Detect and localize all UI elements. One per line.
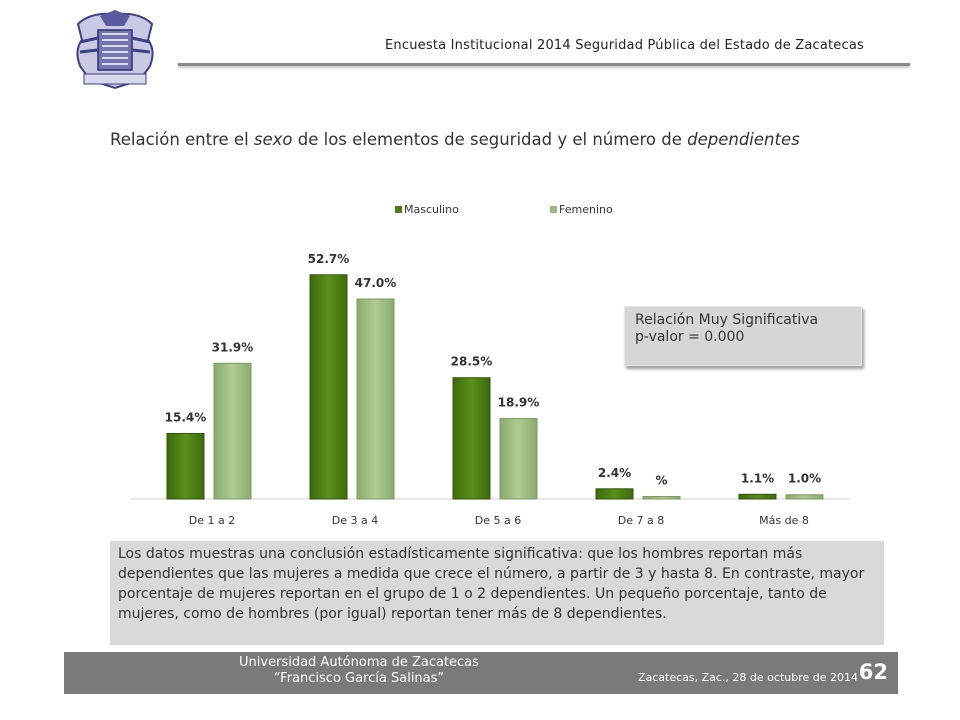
bar-masculino-4: [738, 493, 777, 500]
bar-masculino-1: [309, 274, 348, 500]
data-label-masculino-0: 15.4%: [165, 410, 207, 424]
x-tick-label-1: De 3 a 4: [332, 514, 378, 527]
header-divider: [178, 63, 910, 66]
bar-masculino-2: [452, 377, 491, 500]
title-emphasis-sexo: sexo: [253, 130, 293, 149]
footer-university: Universidad Autónoma de Zacatecas “Franc…: [64, 655, 654, 687]
significance-label: Relación Muy Significativa: [635, 312, 819, 328]
bar-femenino-1: [356, 298, 395, 500]
title-part-1: Relación entre el: [110, 130, 254, 149]
bar-femenino-0: [213, 362, 252, 500]
x-tick-label-0: De 1 a 2: [189, 514, 235, 527]
p-value-label: p-valor = 0.000: [635, 329, 745, 345]
bar-chart: Masculino Femenino 15.4% 31.9% De 1 a 2 52.7%…: [130, 195, 850, 535]
university-subtitle: “Francisco García Salinas”: [273, 671, 445, 686]
bar-femenino-2: [499, 418, 538, 500]
data-label-femenino-1: 47.0%: [355, 276, 397, 290]
university-seal-logo: [70, 10, 160, 92]
data-label-femenino-2: 18.9%: [498, 396, 540, 410]
data-label-femenino-0: 31.9%: [212, 340, 254, 354]
data-label-masculino-1: 52.7%: [308, 252, 350, 266]
data-label-masculino-3: 2.4%: [598, 466, 631, 480]
title-emphasis-dependientes: dependientes: [687, 130, 800, 149]
title-part-3: de los elementos de seguridad y el númer…: [292, 130, 688, 149]
survey-title: Encuesta Institucional 2014 Seguridad Pú…: [385, 38, 864, 53]
conclusion-text: Los datos muestras una conclusión estadí…: [110, 541, 884, 645]
data-label-masculino-4: 1.1%: [741, 471, 774, 485]
x-tick-label-3: De 7 a 8: [618, 514, 664, 527]
legend-swatch-masculino: [395, 206, 402, 213]
data-label-masculino-2: 28.5%: [451, 355, 493, 369]
page-number: 62: [858, 660, 888, 684]
legend-swatch-femenino: [550, 206, 557, 213]
significance-note: Relación Muy Significativa p-valor = 0.0…: [624, 306, 862, 366]
footer-date: Zacatecas, Zac., 28 de octubre de 2014: [637, 671, 858, 684]
chart-title: Relación entre el sexo de los elementos …: [110, 130, 800, 149]
x-tick-label-2: De 5 a 6: [475, 514, 521, 527]
bar-femenino-3: [642, 496, 681, 500]
legend-label-masculino: Masculino: [404, 203, 459, 216]
bar-femenino-4: [785, 494, 824, 500]
university-name: Universidad Autónoma de Zacatecas: [239, 655, 479, 670]
bar-masculino-0: [166, 432, 205, 500]
x-tick-label-4: Más de 8: [759, 514, 809, 527]
bar-masculino-3: [595, 488, 634, 500]
legend-label-femenino: Femenino: [559, 203, 613, 216]
bar-chart-svg: Masculino Femenino 15.4% 31.9% De 1 a 2 52.7%…: [130, 203, 850, 527]
data-label-femenino-3: %: [655, 474, 667, 488]
footer-bar: Universidad Autónoma de Zacatecas “Franc…: [64, 652, 898, 694]
data-label-femenino-4: 1.0%: [788, 472, 821, 486]
